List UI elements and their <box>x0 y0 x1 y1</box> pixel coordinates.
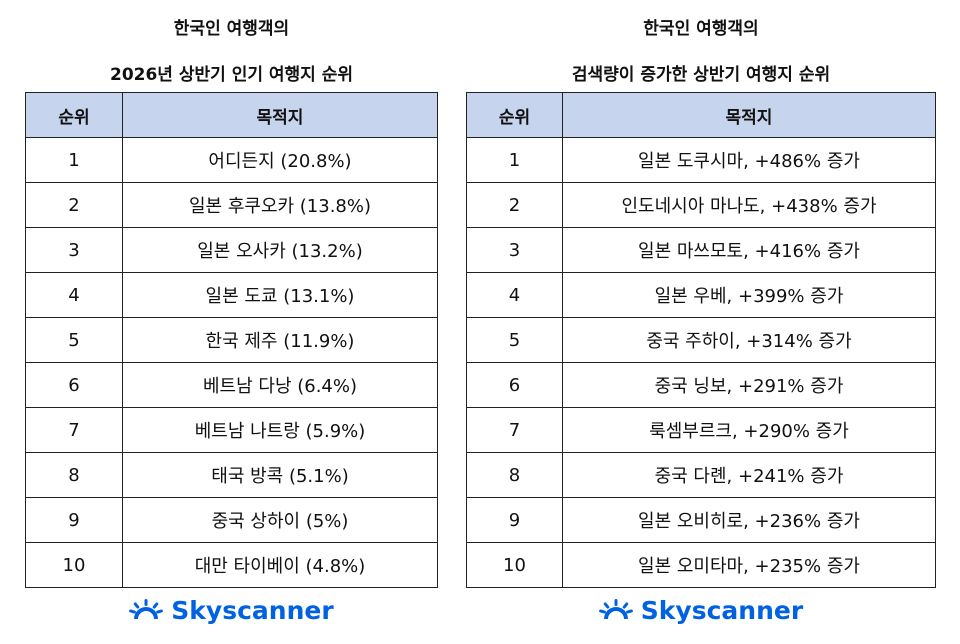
rank-cell: 9 <box>25 497 123 543</box>
header-cell: 목적지 <box>122 92 438 138</box>
row: 5 한국 제주 (11.9%) <box>25 317 438 363</box>
destination-cell: 일본 우베, +399% 증가 <box>562 272 936 318</box>
destination-cell: 중국 다롄, +241% 증가 <box>562 452 936 498</box>
destination-cell: 중국 주하이, +314% 증가 <box>562 317 936 363</box>
rank-cell: 8 <box>466 452 563 498</box>
logo: Skyscanner <box>25 596 438 625</box>
row: 10 일본 오미타마, +235% 증가 <box>466 542 936 588</box>
row: 6 중국 닝보, +291% 증가 <box>466 362 936 408</box>
logo-text: Skyscanner <box>640 596 804 625</box>
title-line: 검색량이 증가한 상반기 여행지 순위 <box>571 65 831 85</box>
row: 8 태국 방콕 (5.1%) <box>25 452 438 498</box>
row: 3 일본 마쓰모토, +416% 증가 <box>466 227 936 273</box>
rank-cell: 9 <box>466 497 563 543</box>
destination-cell: 태국 방콕 (5.1%) <box>122 452 438 498</box>
logo-icon <box>129 598 164 619</box>
logo: Skyscanner <box>466 596 936 625</box>
header-row: 순위 목적지 <box>25 92 438 138</box>
logo-text: Skyscanner <box>171 596 334 625</box>
destination-cell: 대만 타이베이 (4.8%) <box>122 542 438 588</box>
header-cell: 순위 <box>466 92 563 138</box>
rank-cell: 5 <box>466 317 563 363</box>
destination-cell: 일본 마쓰모토, +416% 증가 <box>562 227 936 273</box>
row: 1 어디든지 (20.8%) <box>25 137 438 183</box>
destination-cell: 일본 도쿠시마, +486% 증가 <box>562 137 936 183</box>
row: 5 중국 주하이, +314% 증가 <box>466 317 936 363</box>
destination-cell: 베트남 다낭 (6.4%) <box>122 362 438 408</box>
destination-cell: 어디든지 (20.8%) <box>122 137 438 183</box>
header-cell: 순위 <box>25 92 123 138</box>
rank-cell: 4 <box>25 272 123 318</box>
destination-cell: 중국 닝보, +291% 증가 <box>562 362 936 408</box>
row: 9 중국 상하이 (5%) <box>25 497 438 543</box>
rank-cell: 7 <box>466 407 563 453</box>
rank-cell: 1 <box>466 137 563 183</box>
row: 2 일본 후쿠오카 (13.8%) <box>25 182 438 228</box>
row: 7 룩셈부르크, +290% 증가 <box>466 407 936 453</box>
header-row: 순위 목적지 <box>466 92 936 138</box>
header-cell: 목적지 <box>562 92 936 138</box>
rank-cell: 3 <box>466 227 563 273</box>
row: 1 일본 도쿠시마, +486% 증가 <box>466 137 936 183</box>
title-line: 한국인 여행객의 <box>643 19 759 39</box>
ranking-table: 순위 목적지 1 어디든지 (20.8%) 2 일본 후쿠오카 (13.8%) 3 일본 오사… <box>25 92 438 588</box>
row: 6 베트남 다낭 (6.4%) <box>25 362 438 408</box>
destination-cell: 룩셈부르크, +290% 증가 <box>562 407 936 453</box>
rank-cell: 10 <box>25 542 123 588</box>
destination-cell: 베트남 나트랑 (5.9%) <box>122 407 438 453</box>
rank-cell: 6 <box>466 362 563 408</box>
rank-cell: 7 <box>25 407 123 453</box>
rank-cell: 1 <box>25 137 123 183</box>
row: 3 일본 오사카 (13.2%) <box>25 227 438 273</box>
rank-cell: 8 <box>25 452 123 498</box>
destination-cell: 일본 오미타마, +235% 증가 <box>562 542 936 588</box>
destination-cell: 인도네시아 마나도, +438% 증가 <box>562 182 936 228</box>
rank-cell: 2 <box>466 182 563 228</box>
rank-cell: 4 <box>466 272 563 318</box>
destination-cell: 일본 오사카 (13.2%) <box>122 227 438 273</box>
destination-cell: 중국 상하이 (5%) <box>122 497 438 543</box>
row: 7 베트남 나트랑 (5.9%) <box>25 407 438 453</box>
row: 8 중국 다롄, +241% 증가 <box>466 452 936 498</box>
ranking-table: 순위 목적지 1 일본 도쿠시마, +486% 증가 2 인도네시아 마나도, +438%… <box>466 92 936 588</box>
row: 9 일본 오비히로, +236% 증가 <box>466 497 936 543</box>
title-line: 한국인 여행객의 <box>173 19 290 39</box>
row: 4 일본 우베, +399% 증가 <box>466 272 936 318</box>
logo-icon <box>598 598 633 619</box>
row: 2 인도네시아 마나도, +438% 증가 <box>466 182 936 228</box>
destination-cell: 일본 도쿄 (13.1%) <box>122 272 438 318</box>
rank-cell: 10 <box>466 542 563 588</box>
row: 10 대만 타이베이 (4.8%) <box>25 542 438 588</box>
destination-cell: 일본 오비히로, +236% 증가 <box>562 497 936 543</box>
row: 4 일본 도쿄 (13.1%) <box>25 272 438 318</box>
rank-cell: 2 <box>25 182 123 228</box>
rank-cell: 5 <box>25 317 123 363</box>
rank-cell: 6 <box>25 362 123 408</box>
destination-cell: 일본 후쿠오카 (13.8%) <box>122 182 438 228</box>
title-line: 2026년 상반기 인기 여행지 순위 <box>109 65 354 85</box>
destination-cell: 한국 제주 (11.9%) <box>122 317 438 363</box>
rank-cell: 3 <box>25 227 123 273</box>
